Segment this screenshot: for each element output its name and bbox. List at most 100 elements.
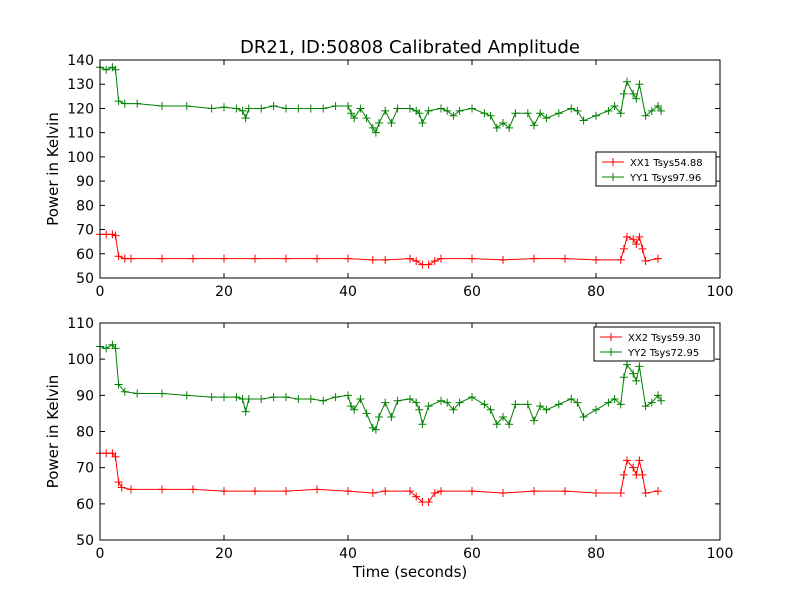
- data-point: [158, 102, 166, 111]
- data-point: [269, 102, 278, 111]
- data-point: [530, 121, 538, 130]
- data-point: [158, 485, 166, 494]
- data-point: [647, 398, 656, 407]
- data-point: [344, 102, 352, 111]
- data-point: [530, 487, 538, 496]
- data-point: [486, 111, 495, 120]
- series-line-2-2: [99, 344, 662, 431]
- x-tick-label: 0: [96, 546, 105, 562]
- data-point: [220, 103, 228, 112]
- data-point: [257, 104, 266, 113]
- data-point: [424, 498, 433, 507]
- data-point: [393, 396, 402, 405]
- data-point: [347, 109, 356, 118]
- data-point: [282, 487, 290, 496]
- data-point: [111, 344, 120, 353]
- data-point: [350, 114, 359, 123]
- data-point: [579, 413, 588, 422]
- data-point: [641, 488, 650, 497]
- data-point: [120, 99, 129, 108]
- data-point: [241, 407, 250, 416]
- data-point: [269, 393, 278, 402]
- y-tick-label: 100: [67, 352, 94, 368]
- data-point: [657, 396, 666, 405]
- data-point: [406, 254, 414, 263]
- y-tick-label: 60: [76, 247, 94, 263]
- data-point: [554, 109, 563, 118]
- data-point: [542, 114, 551, 123]
- x-tick-label: 0: [96, 284, 105, 300]
- data-point: [158, 389, 166, 398]
- data-point: [468, 254, 476, 263]
- data-point: [629, 89, 638, 98]
- y-tick-label: 50: [76, 271, 94, 287]
- data-point: [647, 106, 656, 115]
- y-tick-label: 110: [67, 126, 94, 142]
- data-point: [251, 487, 259, 496]
- data-point: [111, 452, 120, 461]
- data-point: [371, 128, 380, 137]
- x-tick-label: 60: [463, 546, 481, 562]
- data-point: [480, 109, 489, 118]
- data-point: [244, 104, 253, 113]
- data-point: [437, 254, 445, 263]
- data-point: [418, 420, 427, 429]
- top-plot: 0 20 40 60 80 100 50 60 70 80 90 100 110 120 130 140 Pow…: [44, 53, 733, 300]
- data-point: [406, 104, 414, 113]
- data-point: [102, 65, 111, 74]
- y-tick-label: 140: [67, 53, 94, 69]
- data-point: [244, 394, 253, 403]
- data-point: [238, 106, 247, 115]
- data-point: [313, 485, 321, 494]
- data-point: [616, 400, 625, 409]
- data-point: [468, 487, 476, 496]
- data-point: [635, 456, 644, 465]
- data-point: [381, 487, 390, 496]
- data-point: [629, 369, 638, 378]
- data-point: [207, 104, 216, 113]
- data-point: [368, 488, 377, 497]
- x-tick-label: 60: [463, 284, 481, 300]
- data-point: [412, 257, 421, 266]
- data-point: [629, 463, 638, 472]
- data-point: [371, 425, 380, 434]
- data-point: [158, 254, 166, 263]
- data-point: [412, 398, 421, 407]
- y-tick-label: 130: [67, 77, 94, 93]
- legend-entry: YY1 Tsys97.96: [629, 173, 701, 184]
- data-point: [368, 255, 377, 264]
- data-point: [207, 393, 216, 402]
- data-point: [232, 104, 241, 113]
- legend-marker: [607, 333, 615, 341]
- legend-marker: [609, 173, 617, 181]
- data-point: [415, 109, 424, 118]
- data-point: [362, 409, 371, 418]
- data-point: [114, 478, 123, 487]
- data-point: [654, 391, 662, 400]
- data-point: [523, 400, 532, 409]
- data-point: [641, 257, 650, 266]
- data-point: [313, 254, 321, 263]
- legend-entry: XX1 Tsys54.88: [630, 158, 703, 169]
- data-point: [282, 104, 290, 113]
- data-point: [344, 254, 352, 263]
- data-point: [375, 413, 383, 422]
- data-point: [344, 391, 352, 400]
- series-line-1-2: [99, 66, 662, 134]
- data-point: [424, 106, 433, 115]
- data-point: [616, 255, 625, 264]
- x-tick-label: 80: [587, 546, 605, 562]
- data-point: [573, 398, 582, 407]
- data-point: [505, 123, 514, 132]
- data-point: [567, 104, 576, 113]
- data-point: [306, 394, 315, 403]
- data-point: [616, 488, 625, 497]
- data-point: [638, 470, 647, 479]
- data-point: [632, 376, 641, 385]
- data-point: [306, 104, 315, 113]
- data-point: [331, 393, 340, 402]
- data-point: [604, 106, 613, 115]
- data-point: [127, 485, 135, 494]
- data-point: [133, 389, 142, 398]
- data-point: [189, 254, 197, 263]
